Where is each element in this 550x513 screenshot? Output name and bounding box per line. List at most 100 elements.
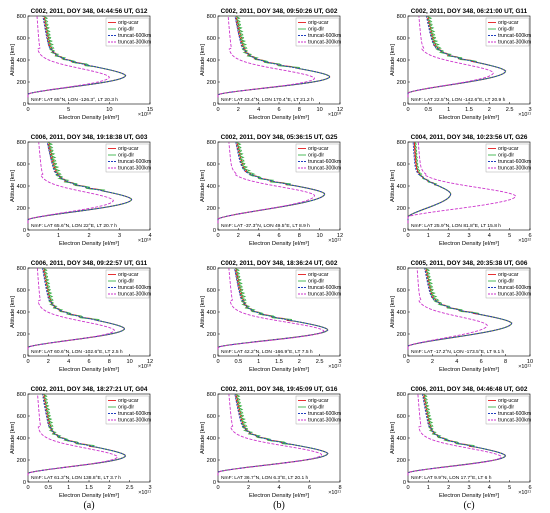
nmf-annotation: NmF: LAT 22.5°N, LON -142.6°E, LT 20.9 h [411, 97, 506, 103]
y-tick-label: 0 [403, 480, 406, 486]
y-tick-label: 0 [23, 480, 26, 486]
y-tick-label: 0 [213, 228, 216, 234]
y-tick-label: 400 [207, 58, 216, 64]
column-label: (a) [83, 500, 94, 511]
panel-title: C002, 2011, DOY 348, 05:36:15 UT, G25 [221, 134, 338, 141]
legend-entry: orig-ucar [118, 398, 139, 404]
legend-entry: orig-dlr [308, 27, 324, 33]
legend-entry: truncat-600km [118, 411, 151, 417]
x-tick-label: 2.5 [126, 485, 134, 491]
x-tick-label: 2 [431, 359, 434, 365]
x-tick-label: 12 [337, 233, 343, 239]
x-tick-label: 6 [308, 485, 311, 491]
legend-entry: orig-dlr [308, 153, 324, 159]
multiplier: ×10¹¹ [518, 364, 531, 370]
y-tick-label: 0 [213, 480, 216, 486]
x-tick-label: 2.5 [316, 359, 324, 365]
series-line-3 [27, 268, 125, 350]
x-tick-label: 1.5 [275, 359, 283, 365]
x-tick-label: 10 [127, 359, 133, 365]
series-line-4 [217, 268, 325, 350]
series-line-4 [407, 142, 517, 224]
x-tick-label: 2.5 [506, 107, 514, 113]
panel-title: C002, 2011, DOY 348, 04:44:56 UT, G12 [31, 8, 148, 15]
panel-title: C002, 2011, DOY 348, 19:45:09 UT, G16 [221, 386, 338, 393]
panel-4: C006, 2011, DOY 348, 19:18:38 UT, G03020… [10, 134, 152, 247]
column-labels: (a) (b) (c) [83, 500, 474, 511]
y-tick-label: 800 [397, 392, 406, 398]
panel-6: C004, 2011, DOY 348, 10:23:56 UT, G26020… [390, 134, 532, 247]
y-axis-label: Altitude [km] [200, 296, 206, 328]
y-tick-label: 600 [207, 288, 216, 294]
nmf-annotation: NmF: LAT 25.9°N, LON 81.8°E, LT 15.8 h [411, 223, 501, 229]
panel-title: C002, 2011, DOY 348, 06:21:00 UT, G11 [411, 8, 528, 15]
y-tick-label: 400 [207, 184, 216, 190]
x-axis-label: Electron Density [el/m³] [439, 367, 499, 373]
x-tick-label: 0.5 [234, 359, 242, 365]
y-tick-label: 200 [207, 80, 216, 86]
legend-entry: orig-ucar [498, 146, 519, 152]
x-tick-label: 6 [277, 233, 280, 239]
panel-1: C002, 2011, DOY 348, 04:44:56 UT, G12 0 20… [10, 8, 153, 121]
nmf-annotation: NmF: LAT -37.3°N, LON 49.5°E, LT 8.9 h [221, 223, 310, 229]
legend-entry: truncat-600km [498, 411, 531, 417]
legend-entry: truncat-600km [308, 33, 341, 39]
legend-entry: truncat-600km [308, 285, 341, 291]
x-tick-label: 5 [508, 233, 511, 239]
legend-entry: truncat-300km [118, 40, 151, 46]
legend-entry: orig-ucar [308, 398, 329, 404]
x-tick-label: 4 [257, 107, 260, 113]
x-axis-label: Electron Density [el/m³] [59, 115, 119, 121]
y-tick-label: 600 [17, 162, 26, 168]
x-tick-label: 2 [488, 107, 491, 113]
series-line-3 [217, 16, 331, 98]
y-tick-label: 200 [207, 332, 216, 338]
x-tick-label: 6 [528, 233, 531, 239]
x-tick-label: 2 [108, 485, 111, 491]
nmf-annotation: NmF: LAT 60.6°N, LON -102.6°E, LT 2.5 h [31, 349, 123, 355]
x-axis-label: Electron Density [el/m³] [249, 493, 309, 499]
x-tick-label: 8 [298, 233, 301, 239]
y-axis-label: Altitude [km] [390, 296, 396, 328]
y-tick-label: 800 [207, 266, 216, 272]
multiplier: ×10¹¹ [328, 238, 341, 244]
y-tick-label: 0 [23, 228, 26, 234]
x-tick-label: 3 [467, 233, 470, 239]
legend-entry: truncat-300km [118, 418, 151, 424]
panel-title: C002, 2011, DOY 348, 18:27:21 UT, G04 [31, 386, 148, 393]
x-axis-label: Electron Density [el/m³] [439, 115, 499, 121]
x-tick-label: 2 [247, 485, 250, 491]
series-line-4 [27, 268, 115, 350]
y-tick-label: 600 [397, 288, 406, 294]
y-tick-label: 800 [397, 266, 406, 272]
x-tick-label: 2 [298, 359, 301, 365]
y-tick-label: 0 [23, 102, 26, 108]
series-line-4 [27, 394, 119, 476]
x-tick-label: 6 [480, 359, 483, 365]
y-tick-label: 800 [397, 14, 406, 20]
y-tick-label: 600 [207, 36, 216, 42]
y-tick-label: 0 [403, 102, 406, 108]
y-axis-label: Altitude [km] [10, 44, 16, 76]
nmf-annotation: NmF: LAT 36.7°N, LON 6.3°E, LT 20.1 h [221, 475, 309, 481]
y-tick-label: 400 [207, 310, 216, 316]
x-tick-label: 0.5 [424, 107, 432, 113]
panel-title: C006, 2011, DOY 348, 09:22:57 UT, G11 [31, 260, 148, 267]
x-tick-label: 0 [216, 107, 219, 113]
legend-entry: orig-ucar [118, 20, 139, 26]
series-line-2 [217, 268, 329, 350]
x-tick-label: 0.5 [44, 485, 52, 491]
x-tick-label: 2 [47, 359, 50, 365]
x-tick-label: 5 [508, 485, 511, 491]
y-tick-label: 800 [397, 140, 406, 146]
y-axis-label: Altitude [km] [200, 422, 206, 454]
x-tick-label: 3 [148, 485, 151, 491]
y-tick-label: 200 [397, 458, 406, 464]
series-line-3 [27, 394, 127, 476]
legend-entry: truncat-300km [308, 292, 341, 298]
x-tick-label: 1 [57, 233, 60, 239]
nmf-annotation: NmF: LAT 61.3°N, LON 138.8°E, LT 3.7 h [31, 475, 121, 481]
y-tick-label: 600 [207, 414, 216, 420]
x-tick-label: 6 [87, 359, 90, 365]
legend-entry: orig-dlr [118, 27, 134, 33]
